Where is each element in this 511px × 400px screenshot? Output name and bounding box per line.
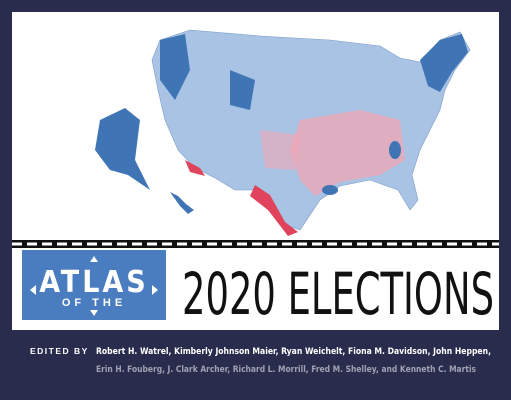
map-region-blue <box>322 185 338 195</box>
arrow <box>90 256 98 262</box>
title-mid: OF THE <box>62 297 126 309</box>
map-region-blue <box>230 70 255 110</box>
arrow <box>90 310 98 316</box>
map-region-red <box>290 110 405 196</box>
map-alaska <box>95 108 150 190</box>
map-hawaii <box>170 192 194 214</box>
map-region-red <box>260 130 300 170</box>
title-main: 2020 ELECTIONS <box>182 260 494 328</box>
map-region-blue <box>160 34 190 100</box>
edited-by: EDITED BY <box>30 346 89 356</box>
arrow <box>30 285 36 295</box>
title-top: ATLAS <box>39 265 149 300</box>
map-region-border <box>250 185 298 236</box>
us-map <box>95 29 471 236</box>
editors-line: Erin H. Fouberg, J. Clark Archer, Richar… <box>96 365 476 375</box>
map-region-border <box>185 160 205 176</box>
map-region-blue <box>420 34 468 92</box>
arrow <box>152 285 158 295</box>
map-region-blue <box>389 141 401 159</box>
editors-line: Robert H. Watrel, Kimberly Johnson Maier… <box>96 347 491 357</box>
